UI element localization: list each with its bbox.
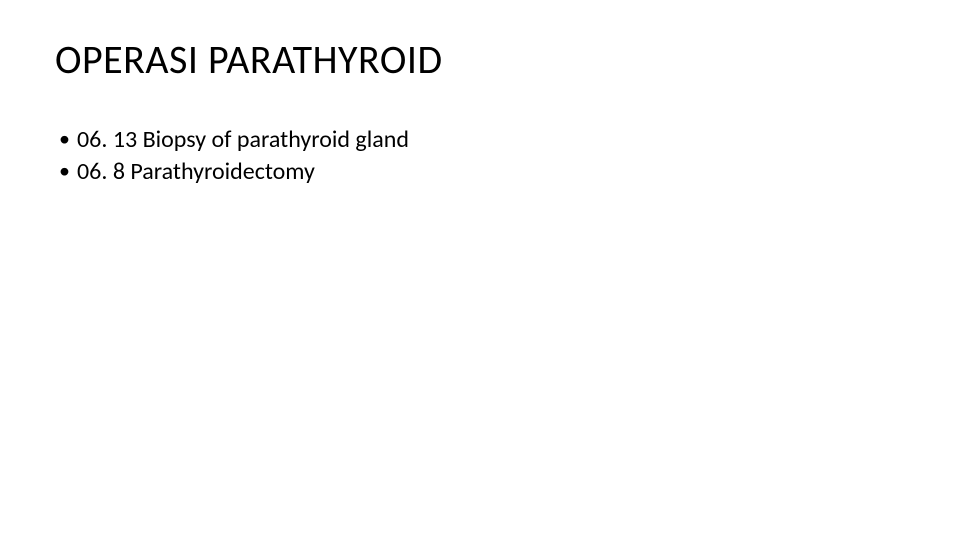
bullet-list: 06. 13 Biopsy of parathyroid gland 06. 8…	[55, 124, 905, 189]
slide-title: OPERASI PARATHYROID	[55, 35, 905, 84]
list-item: 06. 8 Parathyroidectomy	[59, 156, 905, 188]
list-item: 06. 13 Biopsy of parathyroid gland	[59, 124, 905, 156]
